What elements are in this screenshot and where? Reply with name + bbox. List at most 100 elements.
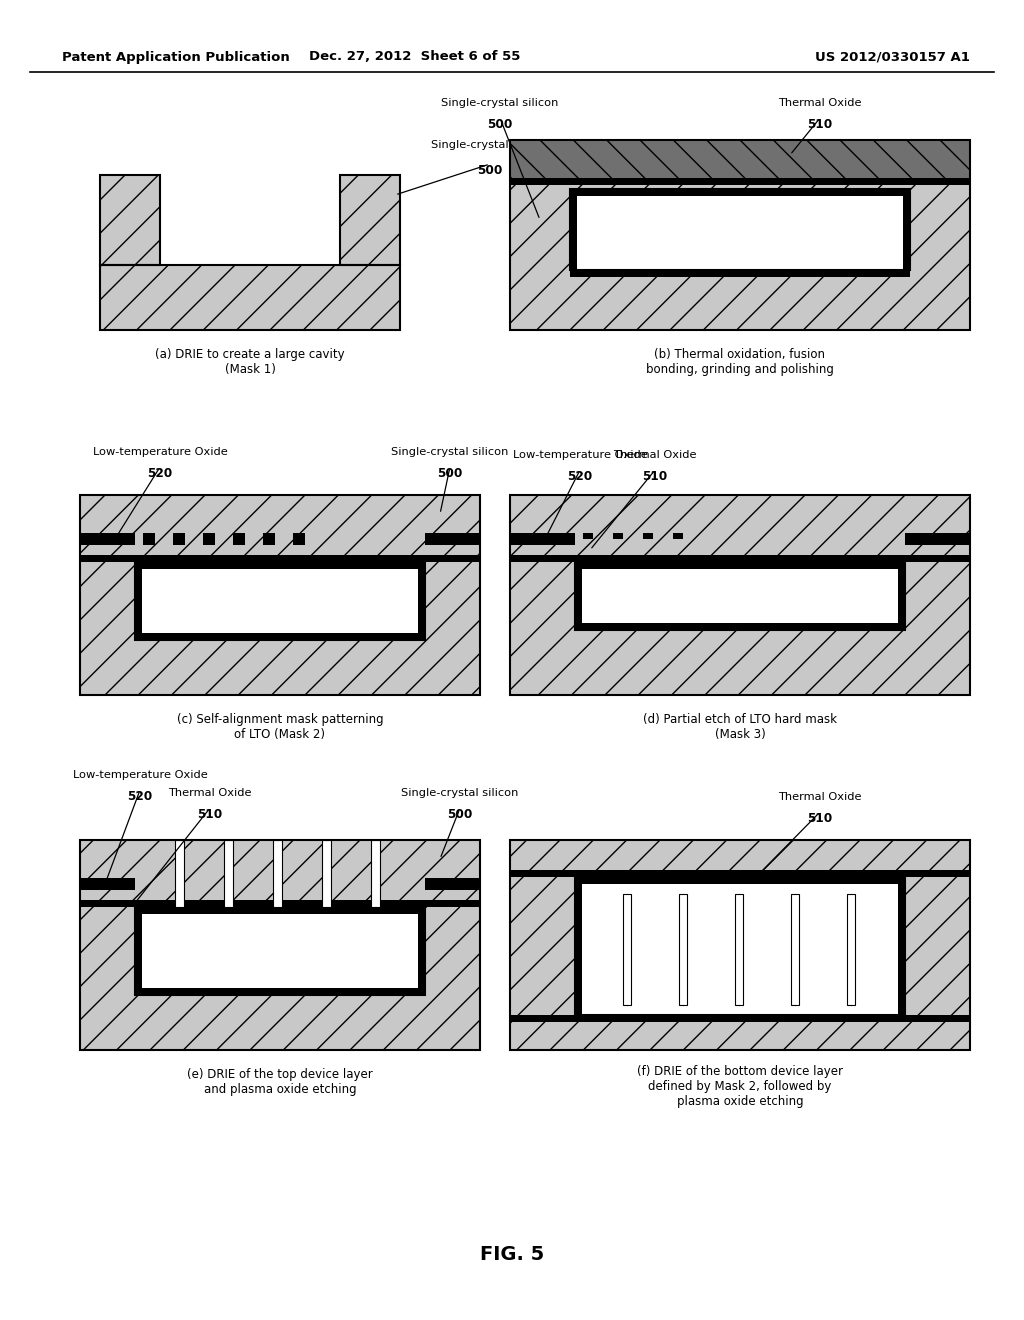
Text: 520: 520: [127, 789, 153, 803]
Bar: [273, 840, 282, 907]
Bar: [135, 562, 425, 569]
Bar: [510, 840, 970, 1049]
Bar: [735, 894, 743, 1005]
Bar: [418, 907, 425, 995]
Bar: [173, 533, 185, 545]
Bar: [340, 176, 400, 265]
Text: 510: 510: [807, 117, 833, 131]
Text: 500: 500: [437, 467, 463, 480]
Text: Single-crystal silicon: Single-crystal silicon: [401, 788, 519, 799]
Text: 520: 520: [147, 467, 173, 480]
Bar: [100, 265, 400, 330]
Text: defined by Mask 2, followed by: defined by Mask 2, followed by: [648, 1080, 831, 1093]
Text: Low-temperature Oxide: Low-temperature Oxide: [73, 770, 208, 780]
Bar: [575, 876, 905, 884]
Text: plasma oxide etching: plasma oxide etching: [677, 1096, 803, 1107]
Bar: [575, 562, 905, 569]
Bar: [570, 189, 910, 271]
Bar: [135, 562, 142, 640]
Text: FIG. 5: FIG. 5: [480, 1246, 544, 1265]
Text: Single-crystal silicon: Single-crystal silicon: [441, 98, 559, 108]
Text: (e) DRIE of the top device layer: (e) DRIE of the top device layer: [187, 1068, 373, 1081]
Bar: [80, 533, 135, 545]
Bar: [224, 840, 233, 907]
Bar: [510, 140, 970, 330]
Bar: [100, 176, 160, 265]
Bar: [135, 987, 425, 995]
Bar: [510, 140, 970, 178]
Bar: [898, 876, 905, 1015]
Bar: [510, 533, 575, 545]
Bar: [583, 533, 593, 539]
Bar: [135, 907, 425, 995]
Bar: [570, 271, 910, 277]
Text: 500: 500: [447, 808, 473, 821]
Text: Low-temperature Oxide: Low-temperature Oxide: [513, 450, 647, 459]
Text: 500: 500: [477, 164, 503, 177]
Bar: [575, 876, 905, 1015]
Text: US 2012/0330157 A1: US 2012/0330157 A1: [815, 50, 970, 63]
Bar: [263, 533, 275, 545]
Bar: [80, 840, 480, 1049]
Text: Thermal Oxide: Thermal Oxide: [168, 788, 252, 799]
Text: Thermal Oxide: Thermal Oxide: [778, 792, 862, 803]
Bar: [80, 495, 480, 696]
Bar: [510, 178, 970, 185]
Bar: [425, 878, 480, 890]
Bar: [510, 554, 970, 562]
Bar: [80, 554, 480, 562]
Text: bonding, grinding and polishing: bonding, grinding and polishing: [646, 363, 834, 376]
Bar: [847, 894, 855, 1005]
Text: 510: 510: [807, 812, 833, 825]
Bar: [100, 265, 400, 330]
Text: (a) DRIE to create a large cavity: (a) DRIE to create a large cavity: [156, 348, 345, 360]
Bar: [903, 189, 910, 271]
Text: Single-crystal silicon: Single-crystal silicon: [391, 447, 509, 457]
Text: (b) Thermal oxidation, fusion: (b) Thermal oxidation, fusion: [654, 348, 825, 360]
Text: 510: 510: [198, 808, 222, 821]
Bar: [510, 495, 970, 696]
Bar: [233, 533, 245, 545]
Bar: [613, 533, 623, 539]
Bar: [293, 533, 305, 545]
Text: of LTO (Mask 2): of LTO (Mask 2): [234, 729, 326, 741]
Bar: [510, 840, 970, 1049]
Bar: [80, 495, 480, 696]
Bar: [175, 840, 184, 907]
Bar: [570, 189, 577, 271]
Bar: [203, 533, 215, 545]
Text: (c) Self-alignment mask patterning: (c) Self-alignment mask patterning: [177, 713, 383, 726]
Bar: [673, 533, 683, 539]
Bar: [570, 189, 910, 195]
Bar: [322, 840, 331, 907]
Text: Single-crystal silicon: Single-crystal silicon: [431, 140, 549, 150]
Bar: [510, 495, 970, 696]
Bar: [135, 907, 142, 995]
Bar: [135, 907, 425, 913]
Bar: [575, 562, 582, 630]
Bar: [100, 176, 160, 265]
Bar: [340, 176, 400, 265]
Bar: [418, 562, 425, 640]
Bar: [510, 870, 970, 876]
Bar: [898, 562, 905, 630]
Text: Low-temperature Oxide: Low-temperature Oxide: [92, 447, 227, 457]
Text: Thermal Oxide: Thermal Oxide: [778, 98, 862, 108]
Text: (f) DRIE of the bottom device layer: (f) DRIE of the bottom device layer: [637, 1065, 843, 1078]
Bar: [135, 634, 425, 640]
Text: 520: 520: [567, 470, 593, 483]
Bar: [679, 894, 687, 1005]
Bar: [425, 533, 480, 545]
Text: (d) Partial etch of LTO hard mask: (d) Partial etch of LTO hard mask: [643, 713, 837, 726]
Text: (Mask 3): (Mask 3): [715, 729, 765, 741]
Text: Dec. 27, 2012  Sheet 6 of 55: Dec. 27, 2012 Sheet 6 of 55: [309, 50, 520, 63]
Bar: [80, 840, 480, 1049]
Bar: [143, 533, 155, 545]
Bar: [575, 623, 905, 630]
Text: (Mask 1): (Mask 1): [224, 363, 275, 376]
Bar: [643, 533, 653, 539]
Bar: [905, 533, 970, 545]
Bar: [510, 1015, 970, 1022]
Bar: [575, 562, 905, 630]
Bar: [575, 876, 582, 1015]
